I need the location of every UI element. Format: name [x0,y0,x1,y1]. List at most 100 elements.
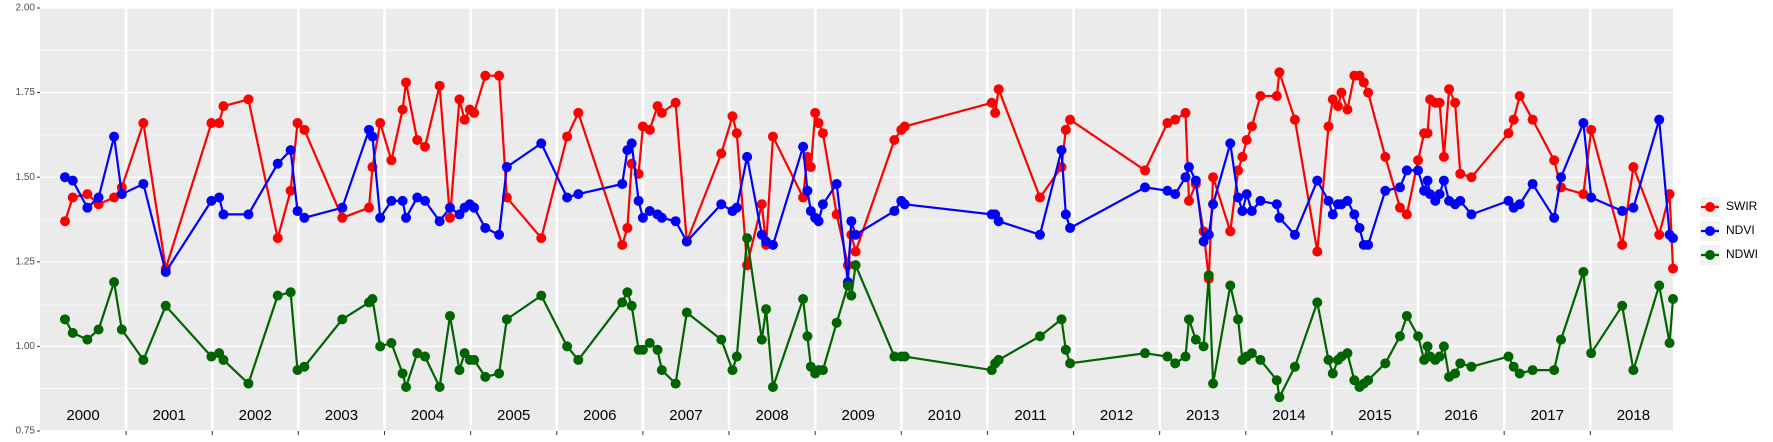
data-point [337,314,348,325]
y-tick-label: 1.25 [16,256,36,267]
data-point [1180,107,1191,118]
data-point [412,134,423,145]
data-point [1271,375,1282,386]
data-point [1617,206,1628,217]
data-point [1312,175,1323,186]
data-point [160,266,171,277]
data-point [419,195,430,206]
data-point [767,131,778,142]
data-point [138,178,149,189]
data-point [1654,229,1665,240]
data-point [243,209,254,220]
data-point [1289,229,1300,240]
data-point [731,128,742,139]
data-point [419,141,430,152]
data-point [1444,84,1455,95]
data-point [1394,331,1405,342]
data-point [1289,114,1300,125]
data-point [756,334,767,345]
data-point [1668,294,1678,305]
data-point [401,212,412,223]
data-point [644,124,655,135]
data-point [842,280,853,291]
data-point [1514,90,1525,101]
series [59,114,1678,288]
data-point [1578,266,1589,277]
data-point [1527,365,1538,376]
data-point [285,185,296,196]
data-point [889,206,900,217]
data-point [82,189,93,200]
data-point [397,104,408,115]
data-point [1190,334,1201,345]
data-point [1358,77,1369,88]
data-point [444,212,455,223]
data-point [375,212,386,223]
data-point [1162,185,1173,196]
data-point [1628,162,1639,173]
data-point [1438,341,1449,352]
data-point [1208,172,1219,183]
data-point [1056,162,1067,173]
data-point [1255,195,1266,206]
data-point [990,107,1001,118]
data-point [1466,361,1477,372]
data-point [1065,358,1076,369]
data-point [469,107,480,118]
data-point [218,209,229,220]
data-point [617,178,628,189]
data-point [656,365,667,376]
data-point [850,229,861,240]
data-point [459,348,470,359]
data-point [1628,202,1639,213]
data-point [1508,114,1519,125]
x-tick-label: 2007 [669,407,702,424]
data-point [1654,280,1665,291]
data-point [1438,151,1449,162]
x-tick-label: 2005 [497,407,530,424]
data-point [1380,358,1391,369]
data-point [1578,118,1589,129]
data-point [1455,358,1466,369]
data-point [850,246,861,257]
data-point [82,334,93,345]
data-point [364,202,375,213]
data-point [1425,189,1436,200]
data-point [401,77,412,88]
data-point [1312,246,1323,257]
data-point [756,199,767,210]
data-point [802,185,813,196]
data-point [731,351,742,362]
data-point [116,324,127,335]
data-point [206,195,217,206]
data-point [337,202,348,213]
data-point [501,314,512,325]
data-point [1586,192,1597,203]
x-tick-label: 2014 [1272,407,1305,424]
data-point [1183,162,1194,173]
data-point [617,297,628,308]
data-point [1312,297,1323,308]
data-point [742,233,753,244]
x-tick-label: 2006 [583,407,616,424]
data-point [1549,155,1560,166]
data-point [742,151,753,162]
data-point [573,189,584,200]
data-point [109,277,120,288]
data-point [397,368,408,379]
data-point [1450,97,1461,108]
data-point [337,212,348,223]
data-point [681,307,692,318]
data-point [459,114,470,125]
data-point [1617,239,1628,250]
data-point [469,202,480,213]
data-point [138,354,149,365]
data-point [626,138,637,149]
data-point [401,382,412,393]
data-point [1668,233,1678,244]
data-point [1628,365,1639,376]
data-point [810,107,821,118]
data-point [367,131,378,142]
data-point [1394,182,1405,193]
data-point [1527,114,1538,125]
